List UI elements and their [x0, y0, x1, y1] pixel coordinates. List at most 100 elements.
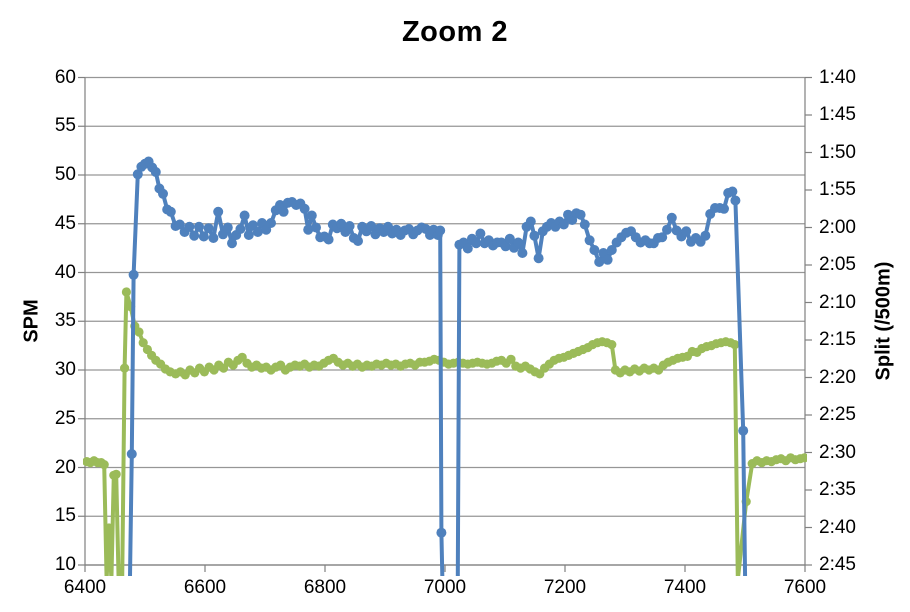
data-point [525, 216, 536, 227]
split-series [126, 156, 749, 576]
data-point [475, 228, 486, 239]
data-point [666, 212, 677, 223]
data-point [303, 224, 314, 235]
data-point [99, 460, 109, 470]
x-axis-tick-label: 6400 [63, 577, 107, 598]
data-point [436, 527, 447, 538]
data-point [730, 340, 740, 350]
data-point [222, 222, 233, 233]
data-point [299, 203, 310, 214]
series-line [84, 290, 807, 576]
data-point [504, 233, 515, 244]
data-point [602, 254, 613, 265]
left-axis-tick-label: 60 [54, 66, 76, 88]
left-axis-tick-label: 30 [54, 359, 76, 380]
left-axis-tick-label: 55 [54, 115, 76, 137]
data-point [158, 188, 168, 199]
data-point [662, 224, 672, 235]
data-point [513, 237, 524, 248]
data-point [589, 245, 600, 255]
data-point [700, 230, 711, 241]
x-axis-tick-label: 7600 [783, 577, 827, 598]
data-point [104, 523, 114, 533]
data-point [150, 167, 161, 177]
data-point [471, 238, 482, 249]
data-point [306, 210, 317, 221]
data-point [138, 338, 148, 348]
data-point [198, 231, 209, 242]
left-axis-tick-label: 20 [54, 456, 76, 478]
left-axis-tick-label: 15 [54, 505, 76, 527]
right-axis-tick-label: 2:20 [819, 366, 856, 388]
data-point [336, 218, 347, 229]
right-axis-tick-label: 1:40 [819, 66, 856, 88]
data-point [243, 230, 254, 240]
data-point [594, 257, 605, 267]
data-point [266, 218, 276, 228]
left-axis-tick-label: 40 [54, 261, 76, 283]
data-point [657, 232, 668, 243]
data-point [353, 236, 363, 246]
data-point [111, 469, 121, 479]
data-point [435, 225, 446, 236]
data-point [121, 287, 131, 297]
data-point [529, 230, 540, 241]
right-axis-tick-label: 1:45 [819, 104, 856, 125]
spm-series [83, 287, 807, 576]
data-point [681, 226, 692, 237]
data-point [120, 363, 130, 373]
right-axis-tick-label: 2:05 [819, 254, 856, 275]
data-point [579, 219, 590, 230]
left-axis-tick-label: 35 [54, 310, 76, 332]
data-point [558, 219, 569, 230]
right-axis-tick-label: 2:10 [819, 291, 856, 313]
data-point [366, 221, 377, 231]
data-point [727, 186, 738, 197]
data-point [533, 253, 544, 264]
x-axis-tick-label: 6800 [303, 577, 347, 598]
left-axis-tick-label: 25 [54, 407, 76, 429]
right-axis-tick-label: 1:55 [819, 179, 856, 200]
x-axis-tick-label: 6600 [183, 577, 227, 598]
data-point [227, 238, 237, 249]
right-axis-tick-label: 2:00 [819, 216, 856, 238]
data-point [189, 230, 200, 241]
x-axis-tick-label: 7200 [543, 577, 587, 598]
x-axis-tick-label: 7000 [423, 577, 467, 598]
right-axis-tick-label: 2:25 [819, 404, 856, 425]
data-point [719, 203, 729, 214]
data-point [606, 245, 617, 255]
data-point [239, 210, 250, 221]
left-axis-tick-label: 50 [54, 164, 76, 185]
right-axis-tick-label: 2:15 [819, 329, 856, 350]
data-point [506, 354, 516, 364]
data-point [311, 222, 321, 233]
data-point [174, 219, 185, 230]
tick-marks [78, 76, 812, 572]
right-axis-title: Split (/500m) [872, 261, 895, 381]
data-point [462, 243, 473, 254]
right-axis-tick-label: 2:30 [819, 441, 856, 463]
right-axis-tick-label: 1:50 [819, 141, 856, 163]
data-point [517, 248, 528, 258]
data-point [203, 223, 214, 234]
data-point [208, 233, 219, 243]
data-point [278, 206, 289, 217]
data-point [730, 195, 741, 206]
data-point [128, 269, 139, 280]
data-point [575, 209, 586, 220]
left-axis-tick-label: 10 [54, 554, 76, 575]
data-point [584, 235, 595, 246]
data-point [344, 221, 355, 231]
right-axis-tick-label: 2:35 [819, 479, 856, 500]
data-point [213, 206, 224, 217]
left-axis-tick-label: 45 [54, 212, 76, 234]
x-axis-tick-label: 7400 [663, 577, 707, 598]
data-point [126, 449, 137, 459]
data-point [738, 425, 749, 436]
right-axis-tick-label: 2:40 [819, 516, 856, 538]
right-axis-tick-label: 2:45 [819, 554, 856, 575]
data-point [184, 221, 195, 232]
